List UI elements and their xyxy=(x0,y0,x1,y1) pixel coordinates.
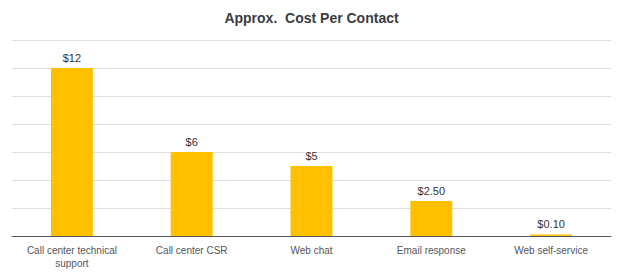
svg-text:$5: $5 xyxy=(305,150,317,162)
svg-text:$6: $6 xyxy=(186,136,198,148)
svg-text:support: support xyxy=(55,258,89,269)
svg-text:Call center CSR: Call center CSR xyxy=(156,245,228,256)
svg-text:$12: $12 xyxy=(63,52,81,64)
svg-text:Web chat: Web chat xyxy=(290,245,332,256)
svg-text:$0.10: $0.10 xyxy=(537,218,565,230)
svg-text:Web self-service: Web self-service xyxy=(514,245,588,256)
svg-text:Approx. Cost Per Contact: Approx. Cost Per Contact xyxy=(224,10,399,26)
svg-text:Email response: Email response xyxy=(397,245,466,256)
svg-text:$2.50: $2.50 xyxy=(418,185,446,197)
svg-text:Call center technical: Call center technical xyxy=(27,245,117,256)
